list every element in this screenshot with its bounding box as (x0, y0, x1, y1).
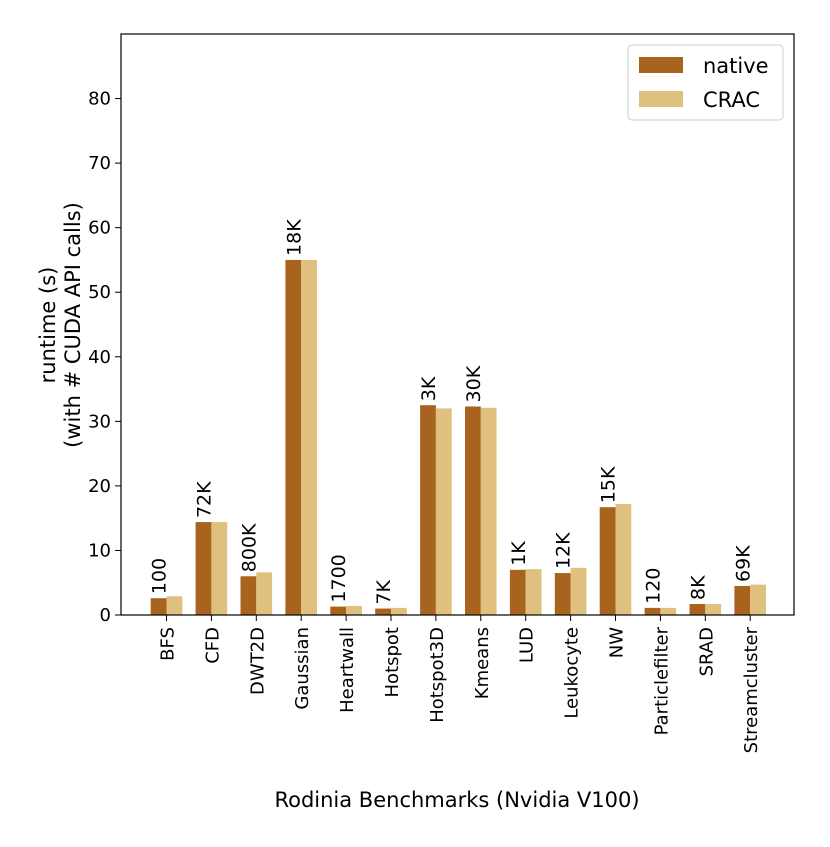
legend-label-crac: CRAC (703, 88, 760, 112)
x-tick-label: LUD (517, 627, 538, 663)
bar-crac-gaussian (301, 259, 317, 615)
bar-crac-leukocyte (570, 567, 587, 615)
bar-crac-dwt2d (256, 572, 273, 615)
x-tick-label: NW (607, 627, 628, 658)
x-tick-label: Leukocyte (562, 627, 583, 719)
bar-crac-particlefilter (660, 607, 677, 615)
y-tick-label: 60 (88, 218, 111, 239)
bar-crac-hotspot3d (435, 408, 452, 615)
x-axis: BFS CFD DWT2D Gaussian Heartwall Hotspot Hotsp… (158, 615, 762, 753)
y-tick-label: 80 (88, 89, 111, 110)
x-tick-label: Hotspot (382, 627, 403, 697)
x-tick-label: Particlefilter (651, 626, 672, 735)
y-tick-label: 70 (88, 153, 111, 174)
x-tick-label: Heartwall (337, 627, 358, 713)
data-label: 30K (463, 365, 485, 402)
bar-native-cfd (195, 522, 212, 615)
bar-crac-kmeans (480, 407, 497, 615)
x-tick-label: SRAD (696, 627, 717, 676)
bar-native-bfs (150, 598, 167, 615)
bar-crac-bfs (166, 596, 183, 615)
x-tick-label: BFS (158, 627, 179, 661)
data-label: 69K (732, 545, 754, 582)
data-label: 18K (283, 219, 305, 256)
bar-native-hotspot3d (420, 405, 436, 615)
data-label: 72K (194, 481, 216, 518)
y-tick-label: 50 (88, 282, 111, 303)
bar-crac-lud (525, 569, 542, 615)
data-label: 800K (238, 523, 260, 572)
x-tick-label: DWT2D (247, 627, 268, 695)
bar-native-particlefilter (644, 607, 661, 615)
y-tick-label: 0 (100, 605, 111, 626)
y-axis-title: runtime (s) (36, 267, 60, 384)
legend: native CRAC (627, 44, 784, 121)
bar-native-lud (509, 569, 526, 615)
data-label: 3K (418, 376, 440, 401)
y-tick-label: 20 (88, 476, 111, 497)
data-label: 120 (643, 568, 665, 604)
y-axis-title-secondary: (with # CUDA API calls) (61, 202, 85, 448)
y-tick-label: 40 (88, 347, 111, 368)
x-axis-title: Rodinia Benchmarks (Nvidia V100) (274, 788, 639, 812)
bar-native-srad (689, 604, 706, 615)
bar-crac-hotspot (391, 607, 407, 615)
bar-crac-srad (705, 604, 722, 615)
bar-native-kmeans (465, 406, 481, 615)
legend-swatch-native (639, 57, 683, 73)
data-label: 12K (553, 532, 575, 569)
bars-layer (150, 259, 766, 615)
data-label: 1700 (328, 554, 350, 602)
annotations-layer: 100 72K 800K 18K 1700 7K 3K 30K 1K 12K 15K 120 8K 69K (149, 219, 755, 605)
x-tick-label: Hotspot3D (427, 627, 448, 723)
x-tick-label: CFD (202, 627, 223, 664)
bar-native-heartwall (330, 606, 347, 615)
legend-swatch-crac (639, 91, 683, 107)
bar-native-streamcluster (734, 585, 751, 615)
x-tick-label: Streamcluster (741, 626, 762, 753)
bar-crac-cfd (211, 522, 228, 615)
y-tick-label: 10 (88, 540, 111, 561)
data-label: 15K (598, 466, 620, 503)
y-axis: 0 10 20 30 40 50 60 70 80 (88, 89, 121, 626)
bar-native-dwt2d (240, 576, 257, 615)
data-label: 1K (508, 541, 530, 566)
bar-native-hotspot (375, 608, 391, 615)
x-tick-label: Gaussian (292, 627, 313, 710)
bar-crac-streamcluster (750, 584, 766, 615)
x-tick-label: Kmeans (472, 627, 493, 699)
bar-crac-heartwall (346, 605, 362, 615)
bar-native-nw (599, 507, 616, 615)
bar-native-gaussian (285, 259, 302, 615)
bar-native-leukocyte (554, 573, 571, 615)
data-label: 8K (687, 575, 709, 600)
y-tick-label: 30 (88, 411, 111, 432)
plot-frame (120, 33, 795, 616)
data-label: 7K (373, 579, 395, 604)
legend-label-native: native (703, 54, 769, 78)
bar-crac-nw (615, 503, 632, 615)
data-label: 100 (149, 558, 171, 594)
